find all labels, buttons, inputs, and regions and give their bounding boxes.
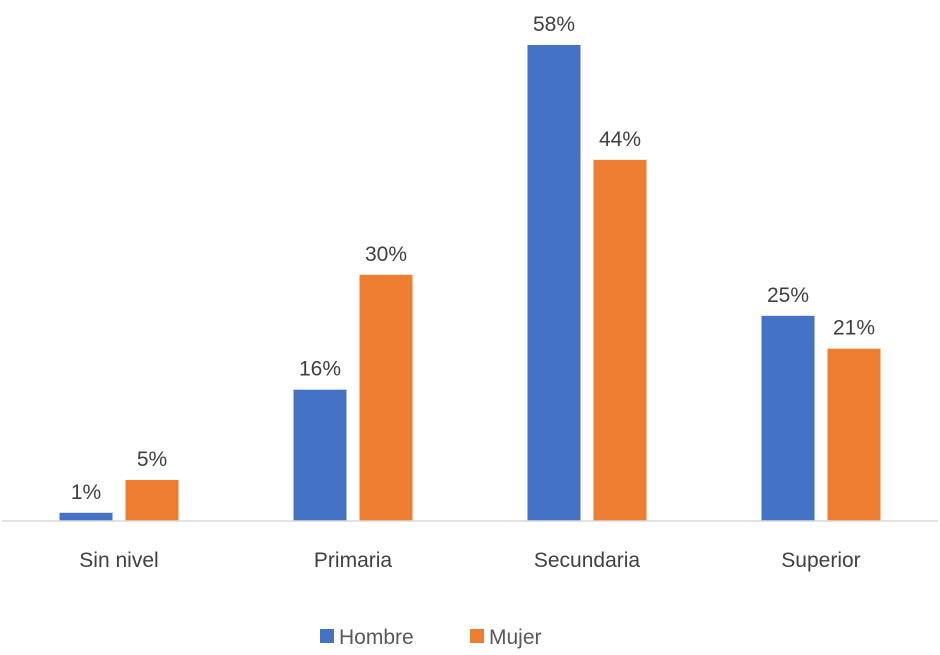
bar-hombre-superior [761, 315, 815, 521]
legend: Hombre Mujer [320, 626, 542, 649]
data-labels-group: 1% 5% 16% 30% 58% 44% 25% 21% [71, 13, 875, 504]
bar-mujer-primaria [359, 274, 413, 521]
legend-label-mujer: Mujer [489, 626, 542, 649]
bar-mujer-superior [827, 348, 881, 521]
bar-mujer-sin-nivel [125, 479, 179, 521]
data-label-hombre-primaria: 16% [299, 358, 341, 381]
bar-hombre-secundaria [527, 45, 581, 521]
category-label-superior: Superior [781, 549, 860, 572]
data-label-mujer-superior: 21% [833, 317, 875, 340]
data-label-hombre-secundaria: 58% [533, 13, 575, 36]
category-labels-group: Sin nivel Primaria Secundaria Superior [79, 549, 860, 572]
data-label-mujer-sin-nivel: 5% [137, 448, 167, 471]
data-label-mujer-secundaria: 44% [599, 128, 641, 151]
data-label-hombre-superior: 25% [767, 284, 809, 307]
category-label-secundaria: Secundaria [534, 549, 641, 572]
bar-hombre-primaria [293, 389, 347, 521]
legend-swatch-mujer [470, 629, 484, 643]
category-label-sin-nivel: Sin nivel [79, 549, 158, 572]
bar-mujer-secundaria [593, 159, 647, 521]
bar-hombre-sin-nivel [59, 512, 113, 521]
data-label-mujer-primaria: 30% [365, 243, 407, 266]
bars-group [59, 45, 881, 521]
legend-label-hombre: Hombre [339, 626, 414, 649]
category-label-primaria: Primaria [314, 549, 392, 572]
data-label-hombre-sin-nivel: 1% [71, 481, 101, 504]
legend-swatch-hombre [320, 629, 334, 643]
